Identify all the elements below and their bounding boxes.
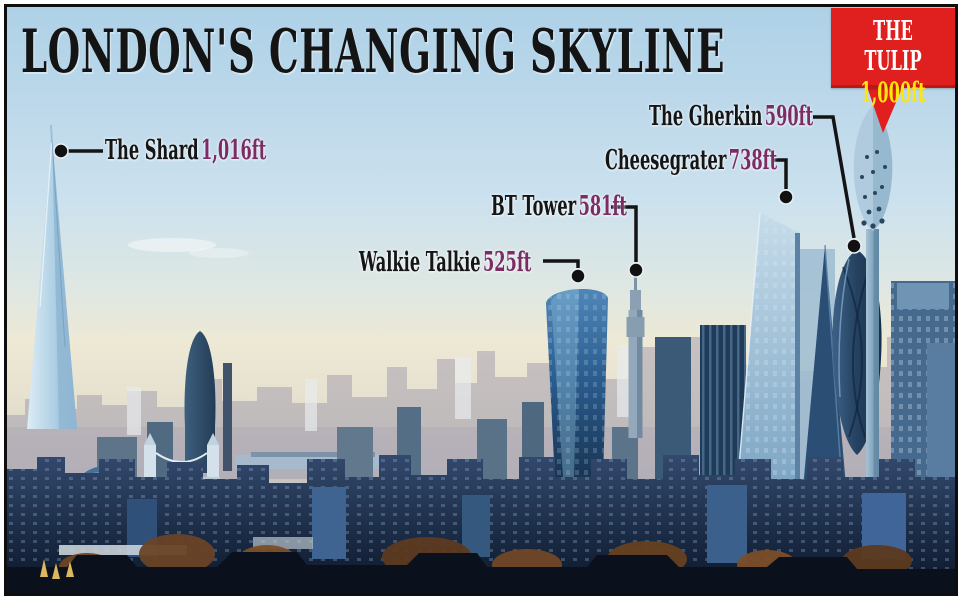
gold-spires [40,559,74,579]
walkie-talkie-building [546,288,608,486]
tulip-callout: THE TULIP 1,000ft [831,8,955,109]
tulip-height: 1,000ft [860,76,926,109]
tulip-callout-tail [865,81,905,133]
label-walkie-talkie: Walkie Talkie525ft [359,247,646,278]
clouds [128,238,249,258]
building-name: BT Tower [491,191,577,222]
skyline-scene: LONDON'S CHANGING SKYLINE The Shard1,016… [7,7,955,593]
one-blackfriars-building [184,331,232,473]
building-name: The Gherkin [649,101,763,132]
bt-tower-dot [628,262,644,278]
bt-tower-connector [611,205,638,262]
walkie-talkie-dot [570,268,586,284]
skyline-illustration [7,105,955,593]
bottom-silhouette [7,552,955,593]
building-height: 738ft [728,145,778,176]
tulip-building [853,105,893,534]
cheesegrater-dot [778,189,794,205]
tulip-name: THE TULIP [864,16,922,77]
building-height: 1,016ft [201,135,267,166]
gherkin-dot [846,238,862,254]
image-frame: LONDON'S CHANGING SKYLINE The Shard1,016… [4,4,958,596]
shard-building [27,124,77,429]
label-the-shard: The Shard1,016ft [105,135,374,166]
label-cheesegrater: Cheesegrater738ft [605,145,892,176]
walkie-talkie-connector [543,259,580,268]
cheesegrater-building [732,212,800,540]
building-height: 525ft [483,247,532,278]
label-the-gherkin: The Gherkin590ft [649,101,922,132]
connector-lines [53,81,905,284]
bt-tower-building [626,272,645,438]
label-bt-tower: BT Tower581ft [491,191,717,222]
shard-dot [53,143,69,159]
building-name: Walkie Talkie [359,247,481,278]
cheesegrater-connector [773,158,788,189]
building-name: Cheesegrater [605,145,727,176]
building-height: 581ft [578,191,627,222]
page-title: LONDON'S CHANGING SKYLINE [21,17,726,87]
building-name: The Shard [105,135,199,166]
gherkin-connector [813,115,856,239]
building-height: 590ft [764,101,814,132]
